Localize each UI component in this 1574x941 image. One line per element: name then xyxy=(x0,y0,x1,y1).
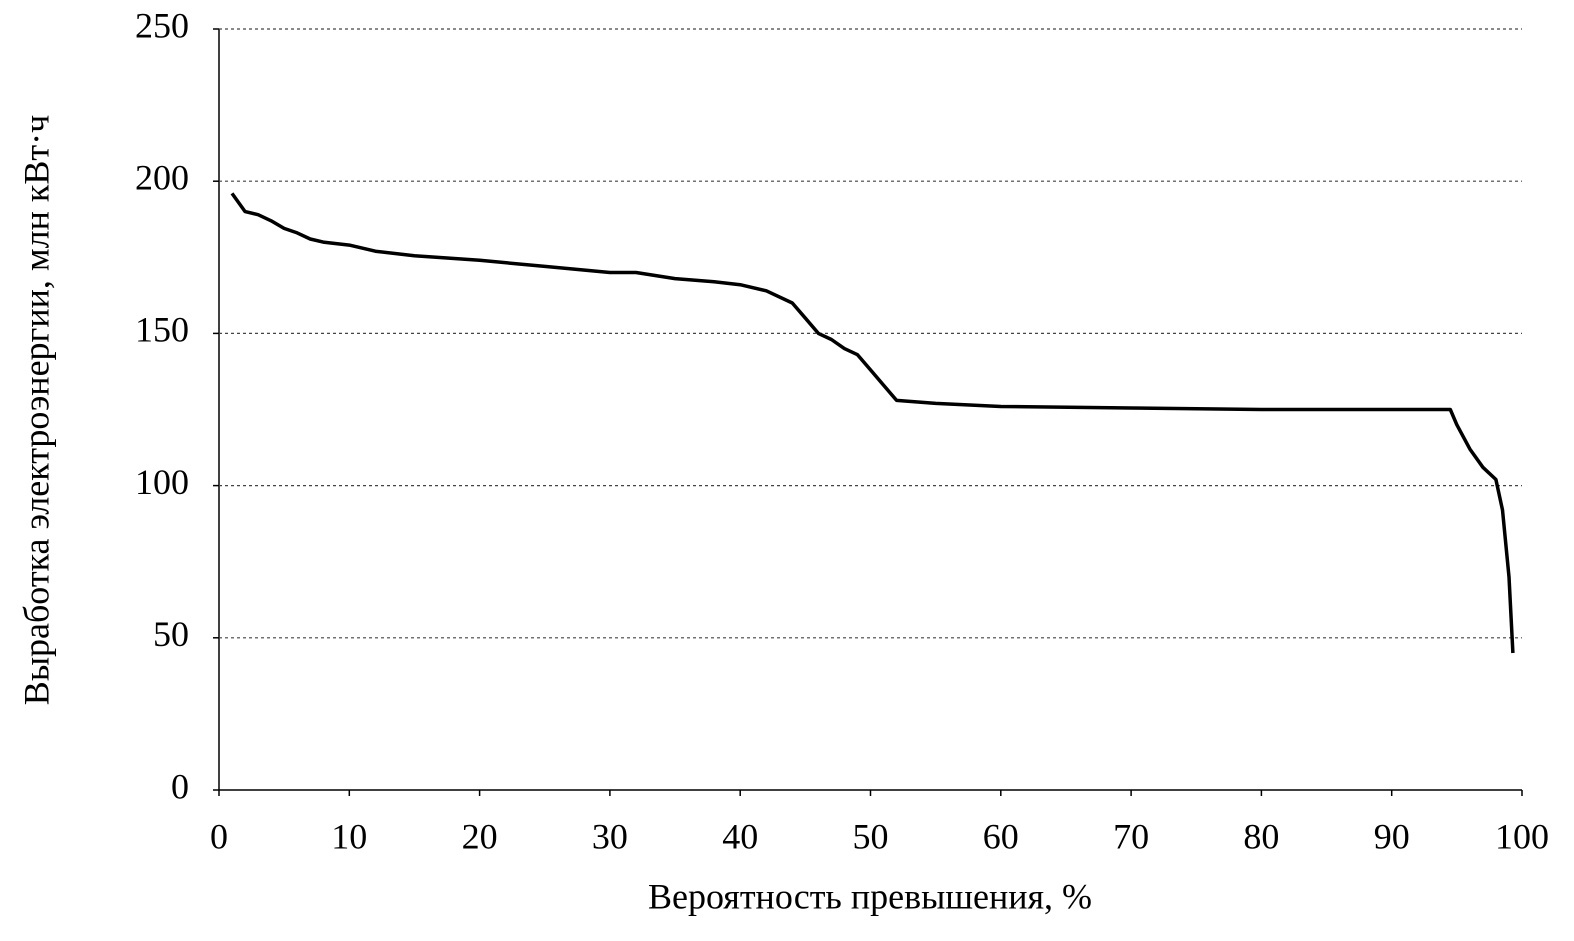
x-tick-label: 0 xyxy=(210,816,228,856)
x-tick-label: 20 xyxy=(462,816,498,856)
x-tick-label: 60 xyxy=(983,816,1019,856)
x-axis-label: Вероятность превышения, % xyxy=(648,876,1092,916)
y-axis-label: Выработка электроэнергии, млн кВт·ч xyxy=(16,115,56,705)
y-tick-label: 100 xyxy=(135,462,189,502)
x-tick-label: 10 xyxy=(331,816,367,856)
x-tick-label: 70 xyxy=(1113,816,1149,856)
x-tick-label: 90 xyxy=(1374,816,1410,856)
y-tick-label: 150 xyxy=(135,310,189,350)
y-tick-label: 0 xyxy=(171,766,189,806)
y-tick-label: 250 xyxy=(135,5,189,45)
line xyxy=(230,192,1515,654)
x-tick-label: 80 xyxy=(1243,816,1279,856)
x-tick-label: 40 xyxy=(722,816,758,856)
x-tick-label: 100 xyxy=(1495,816,1549,856)
x-tick-label: 30 xyxy=(592,816,628,856)
y-tick-label: 50 xyxy=(153,614,189,654)
y-tick-label: 200 xyxy=(135,157,189,197)
x-tick-label: 50 xyxy=(853,816,889,856)
